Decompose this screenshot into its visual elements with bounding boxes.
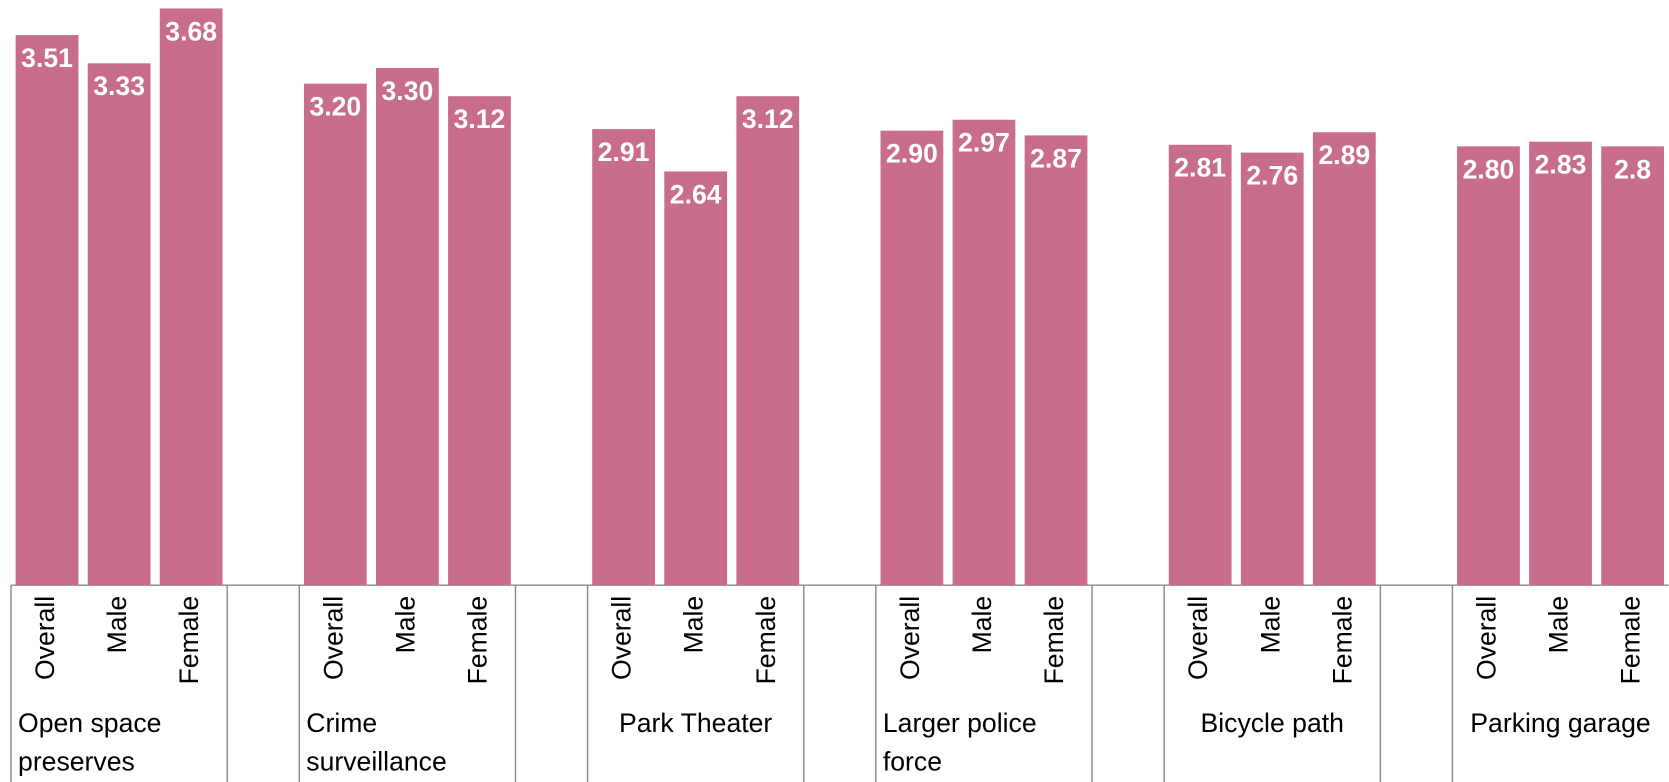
bar	[1529, 141, 1592, 586]
bar	[664, 171, 728, 586]
data-label: 3.30	[382, 76, 434, 106]
category-label: Parking garage	[1470, 708, 1651, 739]
subcategory-label: Overall	[895, 596, 925, 680]
subcategory-label: Male	[967, 596, 997, 654]
bar	[1312, 132, 1376, 586]
bar	[376, 68, 439, 586]
bar	[448, 96, 511, 586]
data-label: 3.68	[165, 16, 217, 46]
bar	[15, 35, 79, 586]
data-label: 3.33	[93, 71, 145, 101]
data-label: 3.51	[21, 43, 73, 73]
data-label: 2.64	[670, 179, 722, 209]
data-label: 2.90	[886, 139, 938, 169]
bar	[1457, 146, 1520, 586]
bar	[1168, 144, 1232, 586]
subcategory-label: Male	[1544, 596, 1574, 654]
bar	[303, 83, 367, 586]
category-label: Larger police force	[882, 708, 1037, 777]
subcategory-label: Female	[1039, 596, 1069, 685]
subcategory-label: Female	[751, 596, 781, 685]
data-label: 2.8	[1614, 154, 1651, 184]
data-label: 3.20	[309, 92, 361, 122]
category-label-wrap: Parking garage	[1452, 704, 1668, 742]
category-label-box: Bicycle path	[1164, 704, 1380, 742]
category-label: Bicycle path	[1200, 708, 1344, 739]
category-label-box: Larger police force	[876, 704, 1092, 781]
bar	[1024, 135, 1088, 586]
subcategory-label: Female	[1327, 596, 1357, 685]
subcategory-label: Overall	[30, 596, 60, 680]
data-label: 2.80	[1463, 154, 1515, 184]
bar	[159, 8, 223, 586]
bar	[1240, 152, 1304, 586]
subcategory-label: Male	[390, 596, 420, 654]
category-label-box: Park Theater	[588, 704, 804, 742]
data-label: 3.12	[454, 104, 506, 134]
category-label-wrap: Park Theater	[588, 704, 804, 742]
category-label-box: Parking garage	[1452, 704, 1668, 742]
category-label: Park Theater	[619, 708, 773, 739]
subcategory-label: Overall	[607, 596, 637, 680]
bar	[952, 119, 1016, 586]
category-label-box: Crime surveillance	[299, 704, 515, 781]
bar	[592, 129, 655, 586]
category-label-wrap: Larger police force	[876, 704, 1092, 781]
subcategory-label: Male	[679, 596, 709, 654]
subcategory-label: Female	[1616, 596, 1646, 685]
data-label: 2.87	[1030, 143, 1082, 173]
data-label: 3.12	[742, 104, 794, 134]
bar	[736, 96, 800, 586]
bar	[87, 63, 151, 586]
data-label: 2.97	[958, 128, 1010, 158]
subcategory-label: Overall	[318, 596, 348, 680]
data-label: 2.91	[598, 137, 650, 167]
subcategory-label: Female	[174, 596, 204, 685]
category-label-box: Open space preserves	[11, 704, 227, 781]
subcategory-label: Overall	[1183, 596, 1213, 680]
data-label: 2.89	[1318, 140, 1370, 170]
subcategory-label: Overall	[1471, 596, 1501, 680]
category-label: Crime surveillance	[306, 708, 447, 777]
subcategory-label: Female	[462, 596, 492, 685]
data-label: 2.83	[1535, 150, 1587, 180]
category-label-wrap: Crime surveillance	[299, 704, 515, 781]
data-label: 2.81	[1174, 153, 1226, 183]
category-label-wrap: Bicycle path	[1164, 704, 1380, 742]
subcategory-label: Male	[102, 596, 132, 654]
category-label: Open space preserves	[18, 708, 162, 777]
category-label-wrap: Open space preserves	[11, 704, 227, 781]
subcategory-label: Male	[1255, 596, 1285, 654]
data-label: 2.76	[1246, 161, 1298, 191]
bar	[1601, 146, 1664, 586]
bar	[880, 130, 944, 586]
